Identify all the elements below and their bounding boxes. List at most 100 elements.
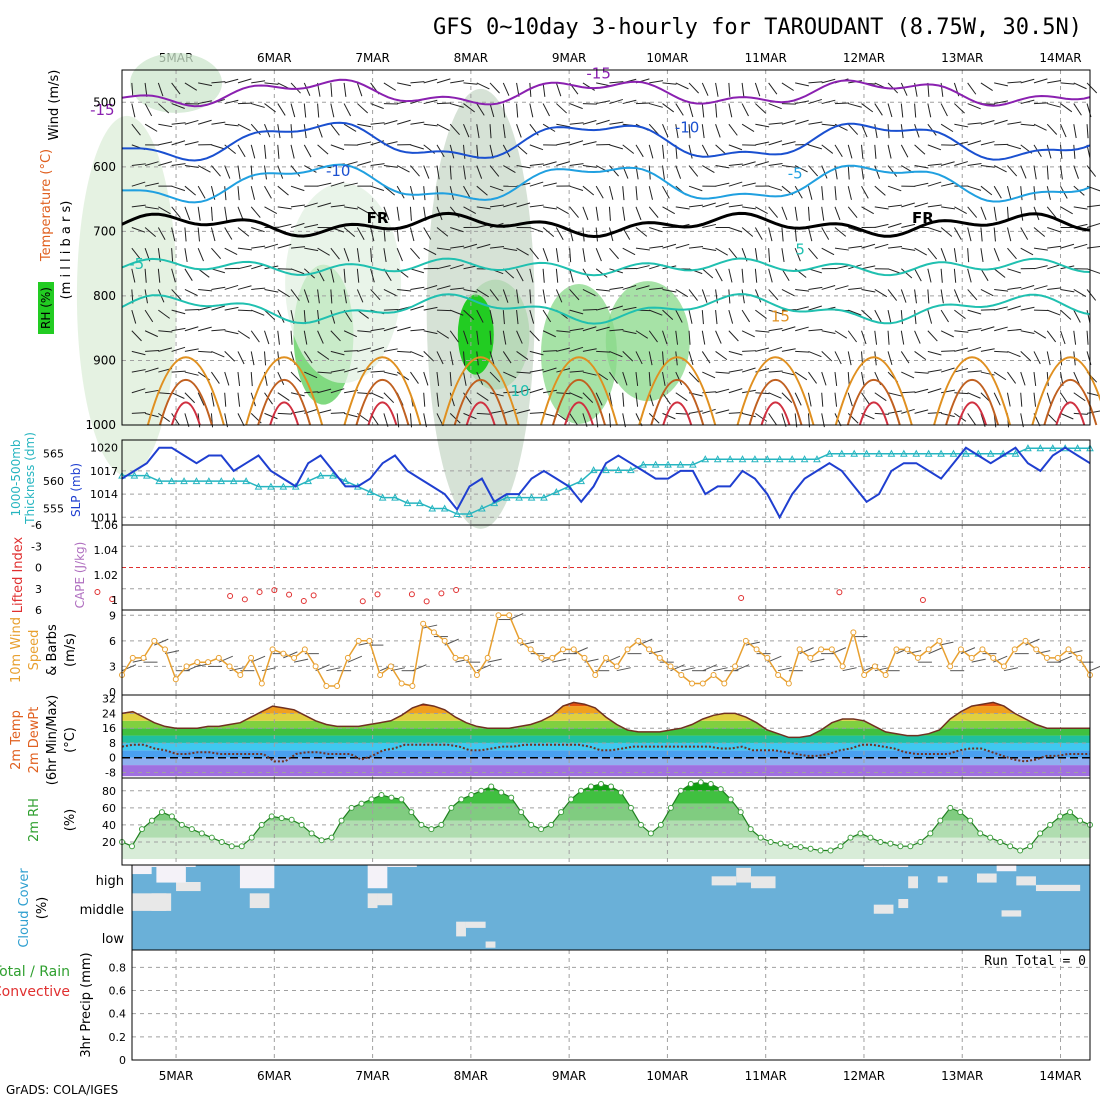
wind-barb <box>144 182 159 187</box>
wind-barb <box>503 247 518 252</box>
wind-barb <box>967 370 982 373</box>
wind-barb <box>794 227 797 242</box>
wind-barb <box>290 185 305 192</box>
cloud-cover-cell-high <box>1016 876 1036 886</box>
wind-barb <box>1020 165 1027 179</box>
wind-barb <box>755 412 768 422</box>
wind-barb <box>569 370 584 373</box>
wind-barb <box>728 82 731 97</box>
bottom-date-label: 6MAR <box>257 1069 292 1083</box>
wind-barb <box>795 326 809 332</box>
wind-barb <box>463 351 466 366</box>
wind-barb <box>1086 246 1100 249</box>
wind-barb <box>901 223 916 228</box>
cloud-level-label: middle <box>80 903 124 918</box>
wind-barb <box>768 413 777 426</box>
wind-barb <box>993 165 1007 173</box>
wind-barb <box>197 185 206 199</box>
wind-barb <box>994 100 1009 105</box>
slp-tick-label: 1014 <box>90 488 118 501</box>
thickness-point <box>341 477 350 485</box>
wind-barb <box>728 227 743 233</box>
cloud-cover-cell-high <box>1035 884 1081 892</box>
wind-barb <box>131 181 146 187</box>
wind-barb <box>423 227 432 240</box>
wind-barb <box>317 247 330 256</box>
thickness-point <box>837 449 846 457</box>
cape-tick-label: 1.04 <box>94 544 119 557</box>
cloud-cover-cell-high <box>883 865 909 867</box>
thickness-point <box>515 493 523 501</box>
wind10m-barb <box>681 667 696 672</box>
wind-barb <box>927 388 942 394</box>
wind-barb <box>211 81 226 84</box>
wind-barb <box>940 161 955 167</box>
wind-barb <box>184 82 198 91</box>
wind-barb <box>649 309 663 316</box>
thickness-point <box>205 477 213 485</box>
wind-barb <box>237 392 241 407</box>
temp-contour-20-cell <box>748 378 803 426</box>
thickness-point <box>180 477 188 485</box>
wind-barb <box>848 227 862 233</box>
lifted-index-point <box>438 590 445 597</box>
wind-barb <box>648 123 659 135</box>
wind-barb <box>1006 227 1012 242</box>
wind-barb <box>569 185 584 191</box>
wind-barb <box>542 367 557 373</box>
wind-barb <box>994 306 1008 311</box>
wind-barb <box>874 144 877 159</box>
temp-contour-20-cell <box>355 378 410 426</box>
wind-barb <box>489 82 500 94</box>
wind-barb <box>277 103 286 116</box>
cloud-level-label: low <box>102 932 125 947</box>
thickness-point <box>589 466 598 474</box>
cloud-axis-label: Cloud Cover <box>17 868 32 948</box>
bottom-date-label: 13MAR <box>941 1069 983 1083</box>
wind-barb <box>847 165 850 180</box>
wind-barb <box>609 305 623 311</box>
wind-barb <box>688 204 703 208</box>
wind-barb <box>635 102 650 105</box>
wind-barb <box>728 330 739 342</box>
wind-barb <box>423 371 429 386</box>
wind-barb <box>635 285 650 290</box>
thickness-tick-label: 565 <box>43 448 64 461</box>
wind-barb <box>887 185 902 192</box>
wind10m-point <box>861 671 868 678</box>
rh2m-point <box>787 843 794 850</box>
wind10m-barb <box>347 655 363 663</box>
thickness-point <box>502 493 511 501</box>
wind-barb <box>927 268 932 283</box>
wind-barb <box>874 124 878 139</box>
wind-barb <box>994 326 1008 332</box>
wind-barb <box>755 103 766 114</box>
lifted-index-point <box>836 589 843 596</box>
wind-barb <box>171 309 186 315</box>
wind-barb <box>702 371 716 379</box>
rh2m-point <box>478 787 485 794</box>
wind10m-barb <box>907 650 922 655</box>
wind-barb <box>184 141 199 146</box>
rh2m-point <box>707 780 714 787</box>
rh2m-point <box>667 804 674 811</box>
lifted-index-point <box>738 594 745 601</box>
wind-barb <box>649 227 663 233</box>
wind-barb <box>277 144 280 159</box>
wind-barb <box>330 309 336 324</box>
wind-barb <box>728 309 734 324</box>
wind-barb <box>595 247 602 262</box>
wind10m-barb <box>509 613 524 620</box>
wind-barb <box>821 285 836 290</box>
wind-barb <box>237 186 240 201</box>
temp-contour-15-cell <box>343 356 422 426</box>
panel-frame-precip <box>131 949 1091 1061</box>
wind-barb <box>198 100 212 105</box>
thickness-point <box>316 471 325 479</box>
wind-barb <box>874 243 889 249</box>
wind-barb <box>264 309 276 321</box>
wind-barb <box>648 351 653 366</box>
wind-barb <box>635 330 649 339</box>
wind10m-point <box>732 663 739 670</box>
wind-barb <box>303 144 312 158</box>
